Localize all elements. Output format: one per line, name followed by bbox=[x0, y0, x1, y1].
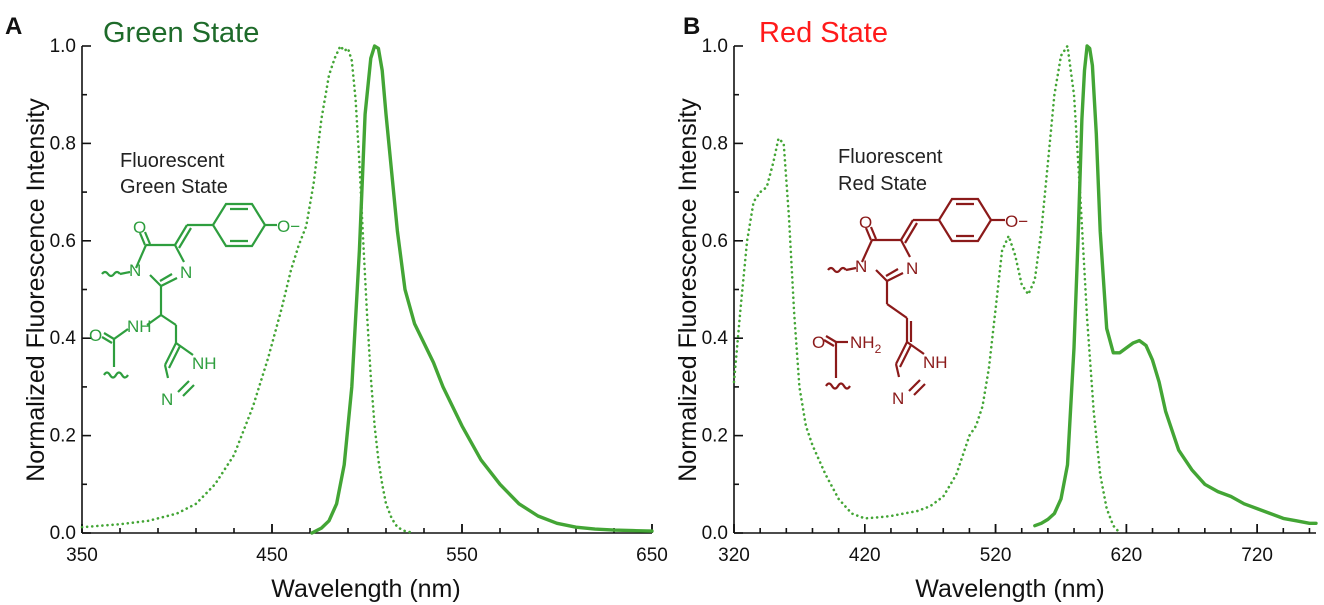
molecule-caption-line1-a: Fluorescent bbox=[120, 150, 225, 172]
excitation-spectrum-dotted-b bbox=[732, 44, 1122, 535]
emission-spectrum-solid-b bbox=[1033, 44, 1318, 528]
atom-n1-b: N bbox=[855, 257, 867, 276]
panel-letter-b: B bbox=[683, 13, 700, 40]
atom-o-amide-b: O bbox=[812, 333, 825, 352]
molecule-caption-line2-b: Red State bbox=[838, 173, 927, 195]
y-tick-label-a: 0.6 bbox=[50, 231, 76, 252]
atom-o-ketone-a: O bbox=[133, 218, 146, 237]
atom-nh2-amide-b-text: NH bbox=[850, 333, 875, 352]
molecule-caption-line1-b: Fluorescent bbox=[838, 146, 943, 168]
x-tick-label-a: 550 bbox=[446, 545, 478, 566]
y-tick-label-b: 0.2 bbox=[702, 426, 728, 447]
panel-letter-a: A bbox=[5, 13, 22, 40]
atom-o-ketone-b: O bbox=[859, 213, 872, 232]
molecule-caption-line2-a: Green State bbox=[120, 176, 228, 198]
y-tick-label-a: 0.0 bbox=[50, 523, 76, 544]
axes-b: 0.0 0.2 0.4 0.6 0.8 1.0 320 420 520 620 720 bbox=[702, 36, 1316, 566]
y-tick-label-a: 0.4 bbox=[50, 328, 77, 349]
excitation-spectrum-dotted-a bbox=[80, 44, 416, 535]
x-tick-label-b: 320 bbox=[718, 545, 750, 566]
y-tick-label-a: 0.2 bbox=[50, 426, 76, 447]
y-tick-label-b: 0.8 bbox=[702, 133, 728, 154]
y-tick-label-b: 0.0 bbox=[702, 523, 728, 544]
x-tick-label-b: 620 bbox=[1111, 545, 1143, 566]
spectra-a bbox=[80, 44, 654, 535]
chromophore-structure-green: Fluorescent Green State bbox=[89, 150, 300, 409]
x-tick-label-a: 350 bbox=[66, 545, 98, 566]
atom-nh-imidazole-b: NH bbox=[923, 353, 948, 372]
atom-phenolate-b: O− bbox=[1005, 212, 1028, 231]
emission-spectrum-solid-a bbox=[310, 44, 654, 535]
y-axis-title-a: Normalized Fluorescence Intensity bbox=[22, 98, 50, 482]
y-tick-label-a: 0.8 bbox=[50, 133, 76, 154]
green-state-title: Green State bbox=[103, 17, 259, 49]
chromophore-structure-red: Fluorescent Red State bbox=[812, 146, 1028, 408]
atom-n1-a: N bbox=[129, 261, 141, 280]
y-axis-title-b: Normalized Fluorescence Intensity bbox=[674, 98, 702, 482]
atom-n2-a: N bbox=[180, 263, 192, 282]
atom-nh-imidazole-a: NH bbox=[192, 354, 217, 373]
atom-nh2-amide-b: NH2 bbox=[850, 333, 882, 356]
y-tick-label-a: 1.0 bbox=[50, 36, 76, 57]
atom-phenolate-a: O− bbox=[277, 217, 300, 236]
y-tick-label-b: 0.6 bbox=[702, 231, 728, 252]
atom-n-imidazole-b: N bbox=[892, 389, 904, 408]
x-axis-title-a: Wavelength (nm) bbox=[271, 575, 460, 603]
panel-a-green-state: A Green State Normalized Fluorescence In… bbox=[5, 13, 668, 603]
y-tick-label-b: 0.4 bbox=[702, 328, 729, 349]
x-tick-label-a: 450 bbox=[256, 545, 288, 566]
y-tick-label-b: 1.0 bbox=[702, 36, 728, 57]
atom-o-amide-a: O bbox=[89, 326, 102, 345]
x-tick-label-b: 720 bbox=[1241, 545, 1273, 566]
atom-nh-amide-a: NH bbox=[127, 317, 152, 336]
x-tick-label-a: 650 bbox=[636, 545, 668, 566]
atom-n-imidazole-a: N bbox=[161, 390, 173, 409]
x-tick-label-b: 520 bbox=[980, 545, 1012, 566]
atom-n2-b: N bbox=[906, 259, 918, 278]
spectra-b bbox=[732, 44, 1318, 535]
red-state-title: Red State bbox=[759, 17, 888, 49]
atom-nh2-amide-b-subscript: 2 bbox=[875, 342, 882, 356]
panel-b-red-state: B Red State Normalized Fluorescence Inte… bbox=[674, 13, 1318, 603]
axes-a: 0.0 0.2 0.4 0.6 0.8 1.0 350 450 550 650 bbox=[50, 36, 668, 566]
x-tick-label-b: 420 bbox=[849, 545, 881, 566]
x-axis-title-b: Wavelength (nm) bbox=[915, 575, 1104, 603]
